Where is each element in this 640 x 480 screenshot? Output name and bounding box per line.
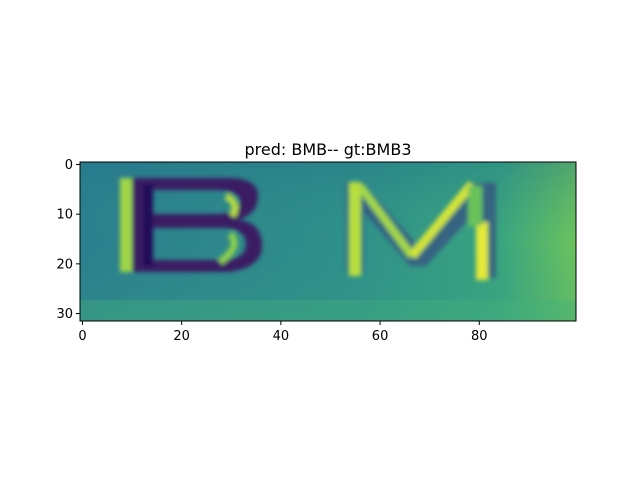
x-axis-ticks: 0 20 40 60 80 (78, 321, 488, 344)
axes-frame (79, 161, 577, 322)
letter-b (120, 178, 262, 272)
x-tick-label: 60 (372, 329, 389, 344)
x-tick-label: 20 (173, 329, 190, 344)
plot-title: pred: BMB-- gt:BMB3 (244, 140, 411, 159)
y-axis-ticks: 0 10 20 30 (56, 158, 80, 322)
y-tick-label: 30 (56, 307, 73, 322)
letter-m (346, 181, 496, 280)
y-tick-label: 20 (56, 257, 73, 272)
y-tick-label: 0 (65, 158, 73, 173)
image-panel (80, 162, 576, 321)
x-tick-label: 40 (273, 329, 290, 344)
x-tick-label: 80 (471, 329, 488, 344)
x-tick-label: 0 (78, 329, 86, 344)
y-tick-label: 10 (56, 208, 73, 223)
